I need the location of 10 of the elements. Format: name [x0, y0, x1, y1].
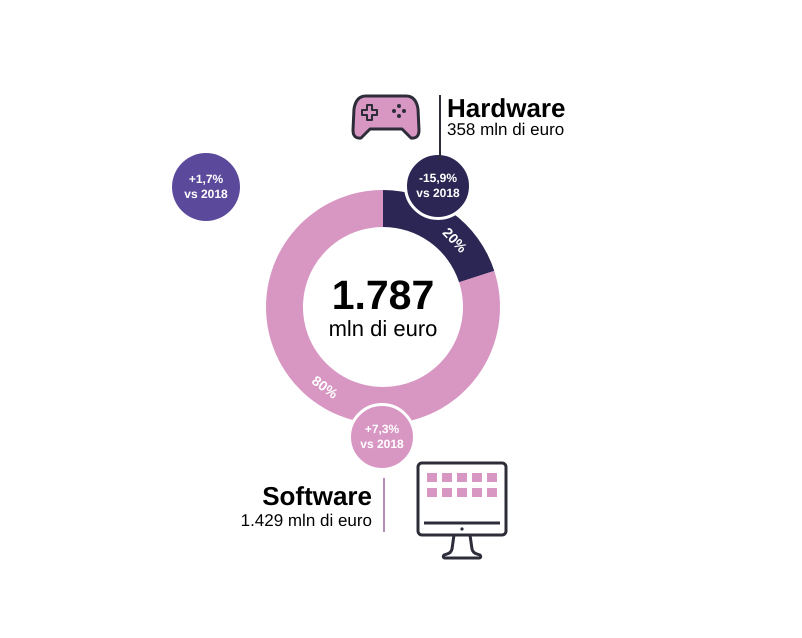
slice-label: Software: [262, 481, 372, 511]
badge: -15,9% vs 2018: [404, 152, 472, 220]
text: mln di euro: [328, 316, 438, 342]
badge: +1,7% vs 2018: [172, 153, 240, 221]
badge: +7,3% vs 2018: [348, 403, 416, 471]
slice-label: Hardware: [447, 93, 566, 123]
data-label: 80%: [309, 372, 342, 402]
text: 1.429 mln di euro: [240, 511, 372, 531]
text: 1.787: [330, 272, 436, 318]
text: 358 mln di euro: [447, 120, 564, 140]
